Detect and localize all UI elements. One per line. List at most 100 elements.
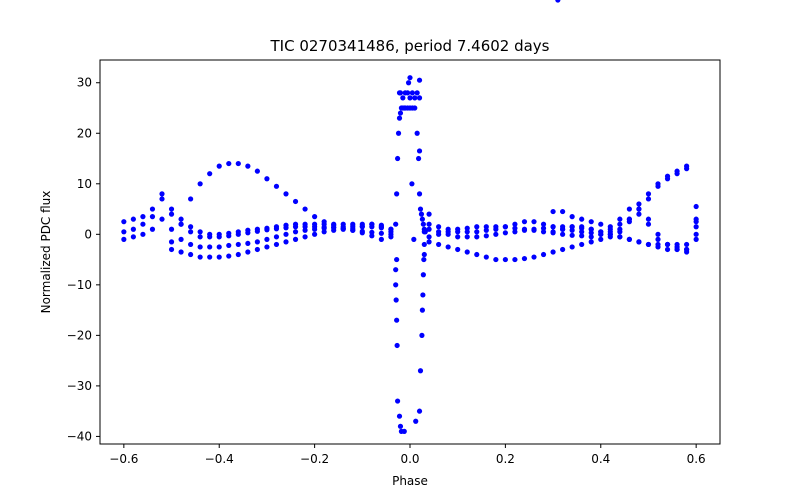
- data-point: [540, 221, 547, 227]
- data-point: [664, 176, 671, 182]
- data-point: [378, 222, 384, 228]
- data-point: [521, 219, 528, 225]
- data-point: [312, 231, 318, 237]
- data-point: [273, 226, 280, 232]
- data-point: [121, 236, 127, 242]
- data-point: [178, 236, 184, 242]
- data-point: [395, 130, 402, 136]
- data-point: [674, 246, 680, 253]
- chart-title: TIC 0270341486, period 7.4602 days: [269, 37, 549, 55]
- data-point: [588, 239, 594, 245]
- data-point: [550, 208, 556, 215]
- data-point: [395, 155, 401, 162]
- data-point: [359, 224, 365, 230]
- data-point: [226, 242, 232, 249]
- data-point: [426, 221, 432, 227]
- x-tick-label: −0.2: [300, 452, 329, 466]
- data-point: [393, 282, 399, 288]
- y-tick-label: 30: [77, 76, 92, 90]
- data-point: [588, 234, 594, 240]
- data-point: [645, 241, 652, 248]
- data-point: [130, 226, 136, 232]
- data-point: [626, 219, 632, 225]
- data-point: [560, 208, 566, 215]
- data-point: [617, 221, 623, 227]
- data-point: [397, 90, 404, 96]
- y-axis: 30 20 10 0 −10 −20 −30 −40: [67, 76, 100, 443]
- data-point: [617, 226, 623, 232]
- data-point: [216, 244, 222, 250]
- data-point: [396, 413, 403, 419]
- data-point: [393, 221, 399, 227]
- data-point: [598, 229, 604, 235]
- data-point: [254, 228, 260, 234]
- data-point: [455, 246, 461, 253]
- data-point: [607, 229, 613, 235]
- data-point: [550, 249, 556, 255]
- data-point: [292, 229, 299, 235]
- data-point: [140, 214, 146, 220]
- data-point: [226, 160, 232, 167]
- data-point: [636, 239, 642, 245]
- data-point: [378, 236, 384, 242]
- data-point: [397, 423, 404, 429]
- data-point: [421, 256, 427, 263]
- data-point: [464, 225, 470, 231]
- x-tick-label: 0.2: [496, 452, 515, 466]
- data-point: [493, 224, 499, 230]
- data-point: [140, 231, 146, 237]
- data-point: [245, 230, 251, 236]
- data-point: [436, 224, 442, 230]
- data-point: [197, 229, 203, 235]
- data-point: [455, 234, 461, 240]
- data-point: [684, 241, 690, 248]
- data-point: [140, 221, 146, 227]
- data-point: [512, 256, 518, 263]
- data-point: [393, 297, 399, 303]
- data-point: [302, 206, 308, 212]
- data-point: [394, 256, 400, 263]
- data-point: [264, 227, 270, 233]
- data-point: [235, 251, 241, 258]
- data-point: [416, 95, 423, 101]
- data-point: [418, 211, 425, 217]
- data-point: [420, 292, 426, 298]
- data-point: [188, 241, 194, 248]
- data-point: [130, 216, 136, 222]
- data-point: [388, 226, 394, 232]
- data-point: [302, 227, 308, 233]
- data-point: [292, 198, 299, 205]
- data-point: [405, 90, 411, 96]
- data-point: [168, 226, 175, 232]
- data-point: [636, 211, 642, 217]
- data-point: [445, 244, 451, 250]
- data-point: [626, 206, 632, 212]
- data-point: [483, 233, 489, 239]
- data-point: [350, 227, 356, 233]
- data-point: [693, 236, 699, 242]
- y-tick-label: −30: [67, 379, 92, 393]
- data-point: [149, 206, 156, 212]
- data-point: [579, 224, 585, 230]
- data-points: [121, 0, 699, 434]
- data-point: [378, 230, 384, 236]
- x-tick-label: −0.4: [205, 452, 234, 466]
- data-point: [283, 231, 289, 237]
- data-point: [512, 221, 518, 227]
- data-point: [397, 110, 404, 116]
- data-point: [216, 163, 222, 169]
- data-point: [409, 181, 415, 187]
- data-point: [369, 233, 375, 239]
- data-point: [420, 272, 426, 278]
- data-point: [464, 249, 470, 255]
- data-point: [421, 251, 427, 258]
- data-point: [121, 229, 127, 235]
- data-point: [474, 224, 480, 230]
- data-point: [273, 234, 280, 240]
- data-point: [617, 234, 623, 240]
- data-point: [178, 221, 184, 227]
- data-point: [245, 240, 251, 247]
- data-point: [283, 225, 289, 231]
- data-point: [416, 148, 423, 154]
